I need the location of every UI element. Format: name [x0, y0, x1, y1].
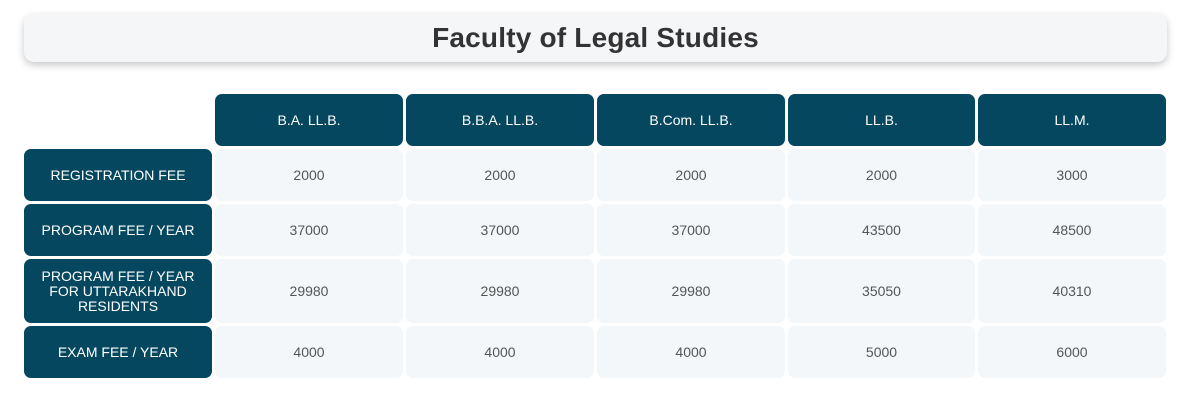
table-cell: 37000	[597, 204, 785, 256]
column-header-llm: LL.M.	[978, 94, 1166, 146]
table-cell: 37000	[406, 204, 594, 256]
page-title: Faculty of Legal Studies	[432, 22, 759, 53]
table-corner	[24, 94, 212, 146]
table-cell: 4000	[597, 326, 785, 378]
row-header-program-fee: PROGRAM FEE / YEAR	[24, 204, 212, 256]
table-cell: 4000	[215, 326, 403, 378]
column-header-llb: LL.B.	[788, 94, 975, 146]
table-cell: 4000	[406, 326, 594, 378]
table-cell: 40310	[978, 259, 1166, 323]
title-bar: Faculty of Legal Studies	[24, 14, 1167, 62]
table-cell: 2000	[788, 149, 975, 201]
table-cell: 6000	[978, 326, 1166, 378]
column-header-ba-llb: B.A. LL.B.	[215, 94, 403, 146]
column-header-bba-llb: B.B.A. LL.B.	[406, 94, 594, 146]
table-cell: 48500	[978, 204, 1166, 256]
row-header-exam-fee: EXAM FEE / YEAR	[24, 326, 212, 378]
table-cell: 2000	[597, 149, 785, 201]
table-cell: 2000	[406, 149, 594, 201]
table-cell: 29980	[406, 259, 594, 323]
table-cell: 37000	[215, 204, 403, 256]
table-cell: 29980	[597, 259, 785, 323]
table-cell: 2000	[215, 149, 403, 201]
table-cell: 35050	[788, 259, 975, 323]
fee-table: B.A. LL.B. B.B.A. LL.B. B.Com. LL.B. LL.…	[24, 94, 1166, 378]
table-cell: 43500	[788, 204, 975, 256]
row-header-program-fee-uttarakhand: PROGRAM FEE / YEAR FOR UTTARAKHAND RESID…	[24, 259, 212, 323]
table-cell: 29980	[215, 259, 403, 323]
row-header-registration-fee: REGISTRATION FEE	[24, 149, 212, 201]
column-header-bcom-llb: B.Com. LL.B.	[597, 94, 785, 146]
table-cell: 3000	[978, 149, 1166, 201]
table-cell: 5000	[788, 326, 975, 378]
